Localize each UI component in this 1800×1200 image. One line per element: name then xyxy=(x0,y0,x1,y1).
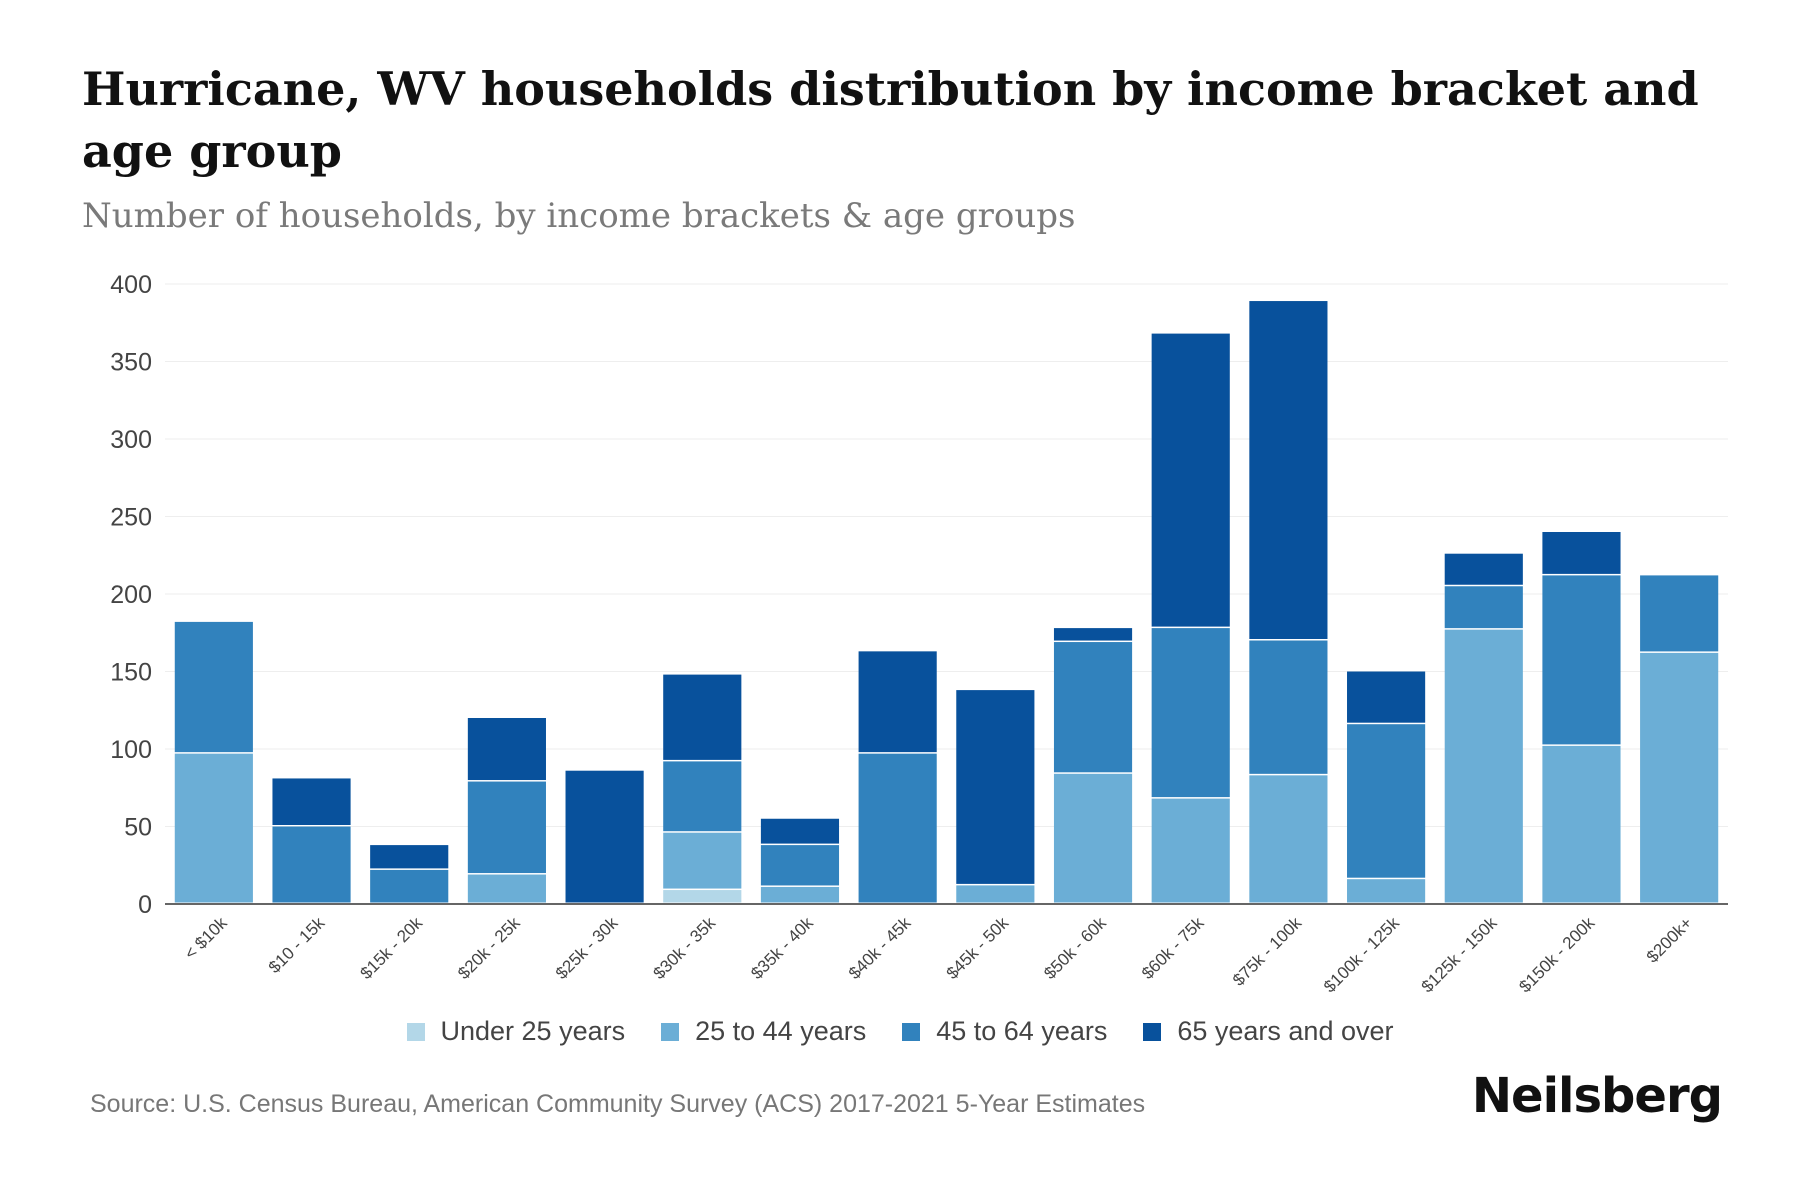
bar-segment: $150k - 200k — 45 to 64 years: 110 xyxy=(1542,575,1621,745)
y-tick-label: 200 xyxy=(110,581,152,609)
legend-item: 45 to 64 years xyxy=(902,1016,1107,1047)
bar-segment: $40k - 45k — 45 to 64 years: 97 xyxy=(858,753,937,903)
bar-segment: $10 - 15k — 65 years and over: 31 xyxy=(272,778,351,825)
bar-segment: $30k - 35k — Under 25 years: 9 xyxy=(663,890,742,903)
bar-segment: $150k - 200k — 65 years and over: 28 xyxy=(1542,532,1621,574)
brand-logo: Neilsberg xyxy=(1471,1068,1723,1124)
bar-segment: $15k - 20k — 45 to 64 years: 22 xyxy=(370,869,449,903)
legend-item: Under 25 years xyxy=(406,1016,626,1047)
legend-label: 45 to 64 years xyxy=(936,1016,1108,1046)
chart-title: Hurricane, WV households distribution by… xyxy=(82,62,1699,178)
legend-item: 65 years and over xyxy=(1143,1016,1394,1047)
bar-segment: $40k - 45k — 65 years and over: 66 xyxy=(858,651,937,753)
chart-subtitle: Number of households, by income brackets… xyxy=(82,196,1076,236)
x-tick-label: $60k - 75k xyxy=(1138,913,1208,983)
x-tick-label: $45k - 50k xyxy=(943,913,1013,983)
bar-segment: $200k+ — 25 to 44 years: 162 xyxy=(1640,652,1719,903)
bar-segment: $75k - 100k — 65 years and over: 219 xyxy=(1249,301,1328,639)
bar-segment: $60k - 75k — 65 years and over: 190 xyxy=(1151,333,1230,627)
bar-segment: $150k - 200k — 25 to 44 years: 102 xyxy=(1542,745,1621,903)
x-tick-label: $75k - 100k xyxy=(1229,913,1306,990)
bar-segment: $20k - 25k — 25 to 44 years: 19 xyxy=(467,874,546,903)
bar-segment: $45k - 50k — 65 years and over: 126 xyxy=(956,690,1035,884)
bar-segment: $100k - 125k — 25 to 44 years: 16 xyxy=(1347,879,1426,903)
bar-segment: $20k - 25k — 45 to 64 years: 60 xyxy=(467,781,546,874)
chart-legend: Under 25 years 25 to 44 years 45 to 64 yea… xyxy=(0,1016,1800,1047)
bar-segment: $100k - 125k — 65 years and over: 34 xyxy=(1347,671,1426,723)
legend-label: 65 years and over xyxy=(1177,1016,1394,1046)
x-tick-label: $25k - 30k xyxy=(552,913,622,983)
legend-item: 25 to 44 years xyxy=(661,1016,866,1047)
y-tick-label: 100 xyxy=(110,736,152,764)
legend-swatch xyxy=(902,1022,921,1041)
bar-segment: $75k - 100k — 45 to 64 years: 87 xyxy=(1249,640,1328,774)
bar-segment: $200k+ — 45 to 64 years: 50 xyxy=(1640,575,1719,652)
bar-segment: $30k - 35k — 65 years and over: 56 xyxy=(663,674,742,760)
bar-segment: $100k - 125k — 45 to 64 years: 100 xyxy=(1347,724,1426,878)
x-tick-label: $15k - 20k xyxy=(356,913,426,983)
bar-segment: $125k - 150k — 65 years and over: 21 xyxy=(1444,553,1523,585)
legend-swatch xyxy=(406,1022,425,1041)
y-tick-label: 250 xyxy=(110,504,152,532)
x-tick-label: $30k - 35k xyxy=(650,913,720,983)
y-tick-label: 400 xyxy=(110,271,152,299)
x-tick-label: $200k+ xyxy=(1643,913,1696,966)
bar-segment: $60k - 75k — 25 to 44 years: 68 xyxy=(1151,798,1230,903)
legend-swatch xyxy=(1143,1022,1162,1041)
bar-segment: $35k - 40k — 25 to 44 years: 11 xyxy=(760,886,840,903)
bar-segment: < $10k — 45 to 64 years: 85 xyxy=(174,621,253,753)
bar-segment: $50k - 60k — 65 years and over: 9 xyxy=(1053,628,1133,641)
x-tick-label: $150k - 200k xyxy=(1515,913,1598,996)
bar-segment: $50k - 60k — 25 to 44 years: 84 xyxy=(1053,773,1133,903)
bar-segment: < $10k — 25 to 44 years: 97 xyxy=(174,753,253,903)
y-tick-label: 0 xyxy=(138,891,152,919)
bar-segment: $125k - 150k — 25 to 44 years: 177 xyxy=(1444,629,1523,903)
x-tick-label: $100k - 125k xyxy=(1320,913,1403,996)
x-tick-label: $125k - 150k xyxy=(1418,913,1501,996)
bar-segment: $30k - 35k — 45 to 64 years: 46 xyxy=(663,761,742,832)
bar-segment: $10 - 15k — 45 to 64 years: 50 xyxy=(272,826,351,903)
x-tick-label: $35k - 40k xyxy=(747,913,817,983)
bar-segment: $125k - 150k — 45 to 64 years: 28 xyxy=(1444,586,1523,629)
x-tick-label: < $10k xyxy=(181,913,231,963)
bar-segment: $60k - 75k — 45 to 64 years: 110 xyxy=(1151,628,1230,798)
y-tick-label: 300 xyxy=(110,426,152,454)
y-tick-label: 50 xyxy=(124,814,152,842)
source-note: Source: U.S. Census Bureau, American Com… xyxy=(90,1090,1146,1118)
x-tick-label: $10 - 15k xyxy=(265,913,329,977)
x-tick-label: $50k - 60k xyxy=(1040,913,1110,983)
legend-label: Under 25 years xyxy=(440,1016,626,1046)
bar-segment: $45k - 50k — 25 to 44 years: 12 xyxy=(956,885,1035,903)
legend-label: 25 to 44 years xyxy=(695,1016,867,1046)
y-tick-label: 350 xyxy=(110,349,152,377)
bar-segment: $35k - 40k — 45 to 64 years: 27 xyxy=(760,845,840,886)
legend-swatch xyxy=(661,1022,680,1041)
bar-segment: $25k - 30k — 65 years and over: 86 xyxy=(565,770,644,903)
stacked-bar-chart: 0 50 100 150 200 250 300 350 400 < $10k — 25 to 4… xyxy=(110,271,1728,996)
x-tick-label: $20k - 25k xyxy=(454,913,524,983)
bar-segment: $20k - 25k — 65 years and over: 41 xyxy=(467,718,546,781)
bar-segment: $35k - 40k — 65 years and over: 17 xyxy=(760,818,840,844)
bar-segment: $50k - 60k — 45 to 64 years: 85 xyxy=(1053,642,1133,773)
y-tick-label: 150 xyxy=(110,659,152,687)
bar-segment: $30k - 35k — 25 to 44 years: 37 xyxy=(663,832,742,889)
bar-segment: $75k - 100k — 25 to 44 years: 83 xyxy=(1249,775,1328,903)
bar-segment: $15k - 20k — 65 years and over: 16 xyxy=(370,845,449,869)
x-tick-label: $40k - 45k xyxy=(845,913,915,983)
